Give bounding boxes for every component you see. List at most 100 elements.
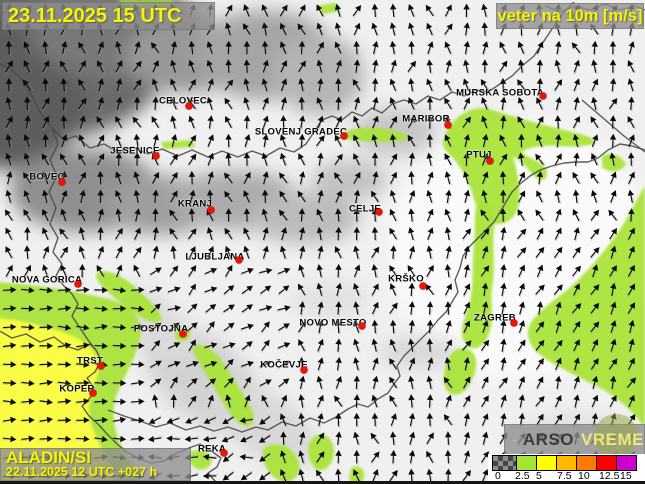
wind-arrow (628, 171, 635, 186)
wind-arrow (23, 134, 32, 148)
wind-arrow (463, 22, 470, 38)
wind-arrow (78, 134, 87, 148)
wind-arrow (518, 171, 525, 186)
wind-arrow (97, 208, 105, 224)
wind-arrow (225, 4, 233, 19)
wind-arrow (609, 265, 617, 279)
wind-arrow (407, 60, 417, 74)
wind-arrow (169, 209, 180, 222)
wind-arrow (444, 171, 452, 186)
wind-arrow (5, 60, 13, 75)
wind-arrow (23, 209, 33, 222)
wind-arrow (5, 246, 15, 260)
wind-arrow (262, 97, 269, 112)
wind-arrow (188, 283, 196, 298)
wind-arrow (1, 286, 17, 294)
wind-arrow (203, 267, 218, 276)
wind-arrow (23, 190, 32, 204)
border-north (51, 1, 575, 158)
wind-arrow (262, 133, 269, 149)
wind-arrow (115, 171, 124, 186)
model-name: ALADIN/SI (6, 448, 91, 467)
wind-arrow (42, 171, 50, 186)
wind-arrow (24, 115, 31, 131)
wind-arrow (389, 40, 397, 56)
wind-arrow (591, 78, 599, 93)
wind-arrow (444, 208, 453, 223)
wind-arrow (42, 227, 51, 241)
wind-arrow (203, 286, 218, 295)
wind-arrow (24, 226, 31, 242)
wind-arrow (207, 115, 214, 131)
wind-arrow (463, 40, 470, 56)
wind-arrow (279, 245, 288, 260)
wind-arrow (116, 264, 123, 280)
wind-arrow (554, 59, 562, 74)
wind-arrow (79, 189, 86, 205)
wind-arrow (96, 116, 106, 129)
city-dot (89, 389, 97, 397)
wind-arrow (353, 115, 362, 130)
wind-arrow (243, 208, 251, 224)
wind-arrow (591, 59, 598, 75)
wind-speed-patch (0, 318, 117, 484)
wind-arrow (276, 267, 291, 276)
wind-arrow (207, 134, 214, 149)
wind-arrow (170, 190, 178, 205)
wind-arrow (133, 227, 141, 242)
wind-arrow (60, 115, 68, 131)
wind-arrow (280, 227, 288, 242)
wind-arrow (554, 189, 562, 205)
wind-arrow (609, 227, 618, 242)
wind-arrow (334, 172, 345, 185)
wind-arrow (334, 41, 344, 55)
wind-arrow (334, 22, 343, 37)
wind-arrow (243, 115, 251, 131)
wind-arrow (408, 97, 417, 111)
wind-arrow (408, 208, 415, 224)
wind-arrow (590, 209, 600, 223)
wind-arrow (499, 170, 507, 186)
wind-arrow (298, 78, 306, 93)
wind-arrow (371, 246, 380, 260)
wind-arrow (408, 190, 416, 205)
wind-arrow (517, 116, 527, 129)
wind-arrow (115, 96, 123, 112)
wind-arrow (97, 245, 105, 261)
wind-arrow (97, 153, 105, 168)
wind-arrow (243, 96, 251, 111)
wind-arrow (426, 115, 434, 131)
wind-arrow (60, 246, 69, 260)
wind-arrow (371, 264, 379, 279)
wind-arrow (97, 134, 105, 149)
wind-arrow (335, 208, 342, 224)
wind-arrow (133, 133, 141, 149)
wind-arrow (591, 134, 599, 149)
wind-arrow (96, 60, 106, 74)
wind-arrow (225, 22, 233, 37)
wind-arrow (463, 264, 470, 280)
wind-arrow (407, 116, 416, 130)
wind-arrow (591, 40, 598, 56)
wind-arrow (171, 133, 178, 149)
wind-arrow (97, 41, 105, 56)
wind-arrow (317, 115, 324, 131)
wind-arrow (445, 245, 452, 261)
wind-arrow (243, 245, 251, 260)
wind-arrow (627, 227, 635, 242)
city-dot (539, 92, 547, 100)
wind-arrow (279, 190, 290, 203)
wind-arrow (280, 60, 288, 75)
wind-arrow (224, 227, 235, 241)
wind-arrow (41, 153, 51, 166)
wind-arrow (298, 153, 307, 167)
wind-arrow (78, 79, 88, 92)
city-dot (510, 319, 518, 327)
wind-arrow (444, 78, 454, 92)
wind-arrow (536, 116, 544, 130)
wind-arrow (372, 96, 379, 112)
wind-arrow (608, 97, 618, 112)
wind-arrow (517, 41, 526, 55)
wind-arrow (500, 263, 507, 280)
wind-arrow (352, 79, 363, 92)
